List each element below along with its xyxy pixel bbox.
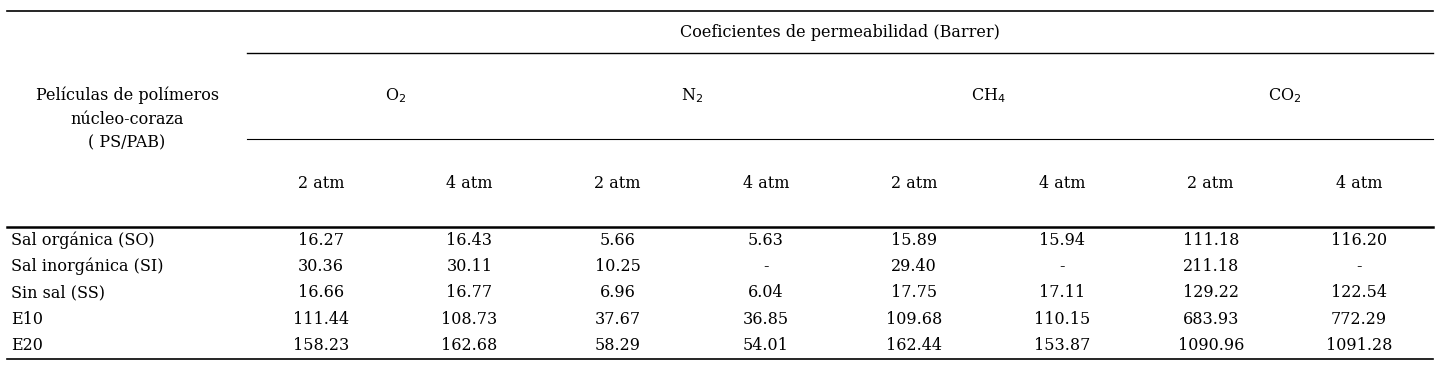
Text: 58.29: 58.29 (595, 337, 640, 354)
Text: 17.75: 17.75 (892, 284, 938, 301)
Text: 4 atm: 4 atm (1040, 175, 1086, 191)
Text: 16.43: 16.43 (447, 232, 493, 249)
Text: 2 atm: 2 atm (297, 175, 345, 191)
Text: 162.44: 162.44 (886, 337, 942, 354)
Text: 5.63: 5.63 (748, 232, 784, 249)
Text: 30.11: 30.11 (447, 258, 493, 275)
Text: -: - (1356, 258, 1361, 275)
Text: 29.40: 29.40 (892, 258, 938, 275)
Text: -: - (763, 258, 768, 275)
Text: Coeficientes de permeabilidad (Barrer): Coeficientes de permeabilidad (Barrer) (681, 23, 999, 41)
Text: 5.66: 5.66 (600, 232, 636, 249)
Text: 162.68: 162.68 (441, 337, 497, 354)
Text: 6.04: 6.04 (748, 284, 784, 301)
Text: 153.87: 153.87 (1034, 337, 1091, 354)
Text: 54.01: 54.01 (742, 337, 788, 354)
Text: 17.11: 17.11 (1040, 284, 1086, 301)
Text: 211.18: 211.18 (1183, 258, 1239, 275)
Text: CO$_2$: CO$_2$ (1268, 87, 1301, 105)
Text: 16.77: 16.77 (447, 284, 493, 301)
Text: 36.85: 36.85 (742, 311, 788, 328)
Text: Sal orgánica (SO): Sal orgánica (SO) (11, 231, 155, 249)
Text: 1091.28: 1091.28 (1325, 337, 1391, 354)
Text: 683.93: 683.93 (1182, 311, 1239, 328)
Text: 4 atm: 4 atm (447, 175, 493, 191)
Text: 16.27: 16.27 (299, 232, 345, 249)
Text: 108.73: 108.73 (441, 311, 497, 328)
Text: E10: E10 (11, 311, 43, 328)
Text: 15.89: 15.89 (892, 232, 938, 249)
Text: Sin sal (SS): Sin sal (SS) (11, 284, 105, 301)
Text: 2 atm: 2 atm (1188, 175, 1234, 191)
Text: Películas de polímeros
núcleo-coraza
( PS/PAB): Películas de polímeros núcleo-coraza ( P… (36, 87, 218, 151)
Text: 4 atm: 4 atm (742, 175, 790, 191)
Text: 772.29: 772.29 (1331, 311, 1387, 328)
Text: 158.23: 158.23 (293, 337, 349, 354)
Text: 37.67: 37.67 (595, 311, 640, 328)
Text: CH$_4$: CH$_4$ (971, 87, 1005, 105)
Text: 110.15: 110.15 (1034, 311, 1090, 328)
Text: 10.25: 10.25 (595, 258, 640, 275)
Text: O$_2$: O$_2$ (385, 87, 406, 105)
Text: E20: E20 (11, 337, 43, 354)
Text: 111.44: 111.44 (293, 311, 349, 328)
Text: -: - (1060, 258, 1066, 275)
Text: N$_2$: N$_2$ (681, 87, 702, 105)
Text: 2 atm: 2 atm (595, 175, 640, 191)
Text: 2 atm: 2 atm (890, 175, 938, 191)
Text: 116.20: 116.20 (1331, 232, 1387, 249)
Text: 122.54: 122.54 (1331, 284, 1387, 301)
Text: 30.36: 30.36 (299, 258, 345, 275)
Text: 4 atm: 4 atm (1335, 175, 1383, 191)
Text: Sal inorgánica (SI): Sal inorgánica (SI) (11, 258, 164, 275)
Text: 16.66: 16.66 (299, 284, 345, 301)
Text: 15.94: 15.94 (1040, 232, 1086, 249)
Text: 1090.96: 1090.96 (1178, 337, 1244, 354)
Text: 6.96: 6.96 (600, 284, 636, 301)
Text: 111.18: 111.18 (1182, 232, 1239, 249)
Text: 129.22: 129.22 (1183, 284, 1239, 301)
Text: 109.68: 109.68 (886, 311, 942, 328)
